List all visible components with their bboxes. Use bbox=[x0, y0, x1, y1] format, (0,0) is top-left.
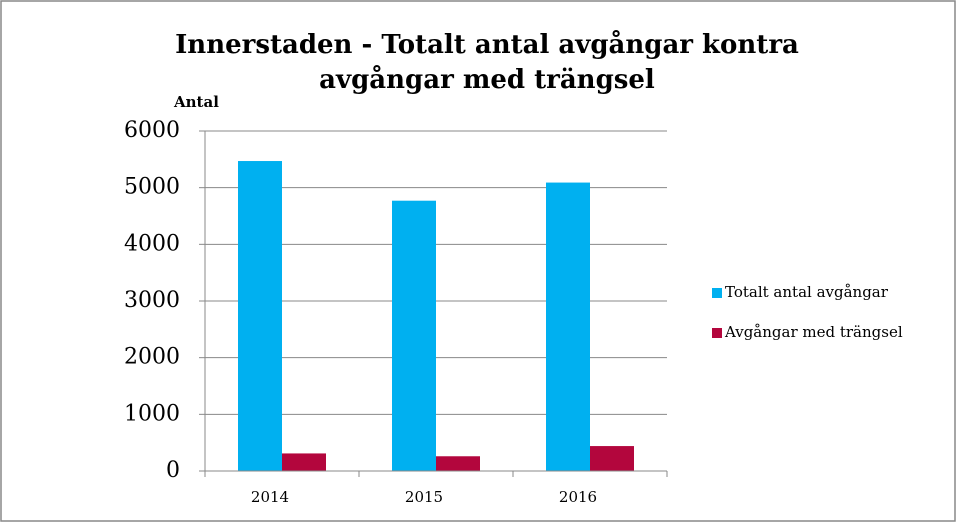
bar bbox=[238, 161, 282, 472]
legend-label: Totalt antal avgångar bbox=[725, 283, 889, 301]
bar bbox=[392, 200, 436, 471]
bar bbox=[436, 456, 480, 471]
y-tick-label: 0 bbox=[166, 458, 180, 483]
legend-label: Avgångar med trängsel bbox=[724, 323, 903, 341]
legend-swatch bbox=[712, 328, 722, 338]
x-tick-label: 2014 bbox=[251, 488, 289, 506]
y-tick-label: 4000 bbox=[124, 231, 180, 256]
legend-swatch bbox=[712, 288, 722, 298]
y-tick-label: 5000 bbox=[124, 175, 180, 200]
y-tick-label: 3000 bbox=[124, 288, 180, 313]
y-tick-label: 6000 bbox=[124, 118, 180, 143]
bar bbox=[546, 182, 590, 472]
x-tick-label: 2015 bbox=[405, 488, 443, 506]
y-tick-label: 1000 bbox=[124, 401, 180, 426]
bar bbox=[282, 453, 326, 471]
chart-title: Innerstaden - Totalt antal avgångar kont… bbox=[175, 30, 799, 95]
bar bbox=[590, 446, 634, 471]
y-tick-label: 2000 bbox=[124, 345, 180, 370]
y-axis-label: Antal bbox=[173, 93, 219, 111]
x-tick-label: 2016 bbox=[559, 488, 597, 506]
